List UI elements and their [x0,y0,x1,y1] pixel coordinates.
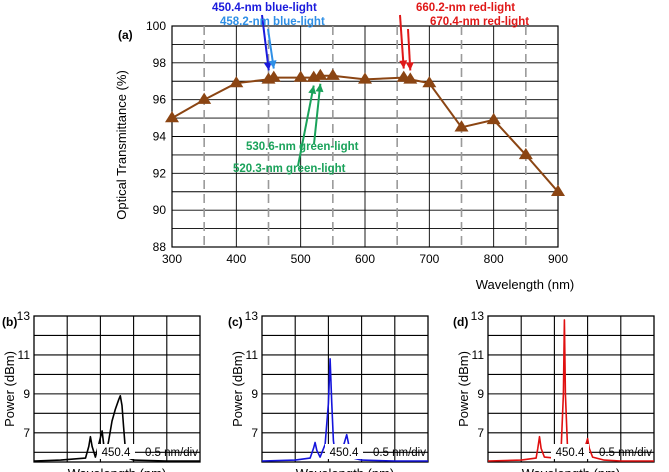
spectrum-xlabel: Wavelength (nm) [68,466,167,472]
spectrum-ylabel: Power (dBm) [456,351,471,427]
panel-a-data-point [486,112,501,125]
panel-a-annotations: 450.4-nm blue-light 458.2-nm blue-light 52… [212,2,529,175]
panel-a-xlabel: Wavelength (nm) [476,277,575,292]
panel-a-data-point [293,70,308,82]
panel-a-data-point [358,72,372,84]
panel-a-ytick-label: 94 [153,130,167,144]
panel-a-xtick-label: 800 [484,252,504,266]
spectrum-ytick-label: 9 [477,387,484,401]
center-label-bg [551,444,589,459]
panel-a-xtick-label: 400 [226,252,246,266]
spectrum-center-label: 450.4 [102,447,131,459]
panel-a-xtick-label: 500 [291,252,311,266]
spectrum-ytick-label: 13 [17,309,31,323]
panel-a-data-point [165,111,179,123]
spectrum-ytick-label: 11 [246,348,259,362]
spectrum-scale-label: 0.5 nm/div [145,447,198,459]
spectrum-frame [261,315,429,463]
panel-a-ytick-label: 98 [153,56,167,70]
spectrum-trace [487,319,654,462]
annotation-arrow-head [308,85,317,95]
panel-a-data-point [197,92,212,104]
spectrum-xlabel: Wavelength (nm) [522,466,621,472]
panel-b: 7 9 11 13 450.4 0.5 nm/div (b) Wavelength (nm) P… [2,309,201,472]
annotation-arrow-head [399,60,408,69]
spectrum-ylabel: Power (dBm) [230,351,245,427]
spectrum-ytick-label: 9 [23,387,30,401]
panel-a-xtick-label: 900 [548,252,568,266]
panel-label: (d) [453,315,468,329]
panel-a-data-point [325,68,340,80]
center-label-bg [325,444,363,459]
panel-a-data-point [422,76,437,88]
panel-a-xtick-label: 600 [355,252,375,266]
panel-c: 7 9 11 13 450.4 0.5 nm/div (c) Wavelength (nm) P… [228,309,429,472]
panel-a-data-point [454,120,469,132]
center-label-bg [97,444,135,459]
spectrum-ytick-label: 7 [477,426,484,440]
annotation-arrow-line [313,83,322,145]
annotation-label: 660.2-nm red-light [416,2,515,14]
panel-a-ylabel: Optical Transmittance (%) [114,70,129,220]
panel-a-series [165,68,565,196]
spectrum-xlabel: Wavelength (nm) [296,466,395,472]
panel-a-ytick-label: 100 [146,19,166,33]
panel-a-data-point [266,70,281,82]
spectrum-ytick-label: 13 [245,309,259,323]
panel-d: 7 9 11 13 450.4 0.5 nm/div (d) Wavelength (nm) P… [453,309,655,472]
annotation-label: 670.4-nm red-light [430,16,529,28]
annotation-arrow-line [399,14,405,69]
panel-a-data-point [551,184,565,196]
panel-a-ytick-label: 92 [153,166,167,180]
spectrum-ytick-label: 13 [471,309,485,323]
spectrum-ytick-label: 11 [472,348,485,362]
spectrum-center-label: 450.4 [330,447,359,459]
spectrum-ytick-label: 11 [18,348,31,362]
spectrum-ylabel: Power (dBm) [2,351,17,427]
panel-label: (c) [228,315,243,329]
annotation-label: 450.4-nm blue-light [212,2,317,14]
panel-a-grid [171,25,559,248]
panel-a-xtick-label: 300 [162,252,182,266]
spectrum-ytick-label: 7 [251,426,258,440]
panel-a-data-point [313,68,328,80]
spectrum-ytick-label: 7 [23,426,30,440]
annotation-label: 520.3-nm green-light [233,163,346,175]
spectrum-scale-label: 0.5 nm/div [373,447,426,459]
spectrum-center-label: 450.4 [556,447,585,459]
panel-a-ytick-label: 88 [153,240,167,254]
panel-a-ytick-label: 96 [153,93,167,107]
panel-a-tick-labels: 300 400 500 600 700 800 900 88 90 92 94 96 98 100 [146,19,568,266]
annotation-label: 458.2-nm blue-light [220,16,325,28]
annotation-arrow-line [261,14,270,71]
panel-a-xtick-label: 700 [419,252,439,266]
panel-a-label: (a) [118,28,133,42]
panel-a-data-point [403,72,418,84]
panel-label: (b) [2,315,17,329]
annotation-arrow-head [315,83,324,93]
panel-a-data-point [518,147,533,160]
annotation-arrow-head [268,60,277,69]
annotation-arrow-line [297,85,315,167]
spectrum-frame [33,315,201,463]
spectrum-scale-label: 0.5 nm/div [599,447,652,459]
panel-a-data-point [229,76,244,88]
annotation-arrow-head [405,62,414,71]
spectrum-ytick-label: 9 [251,387,258,401]
annotation-arrow-head [263,61,272,71]
spectrum-frame [487,315,655,463]
annotation-label: 530.6-nm green-light [246,141,359,153]
panel-a-ytick-label: 90 [153,203,167,217]
